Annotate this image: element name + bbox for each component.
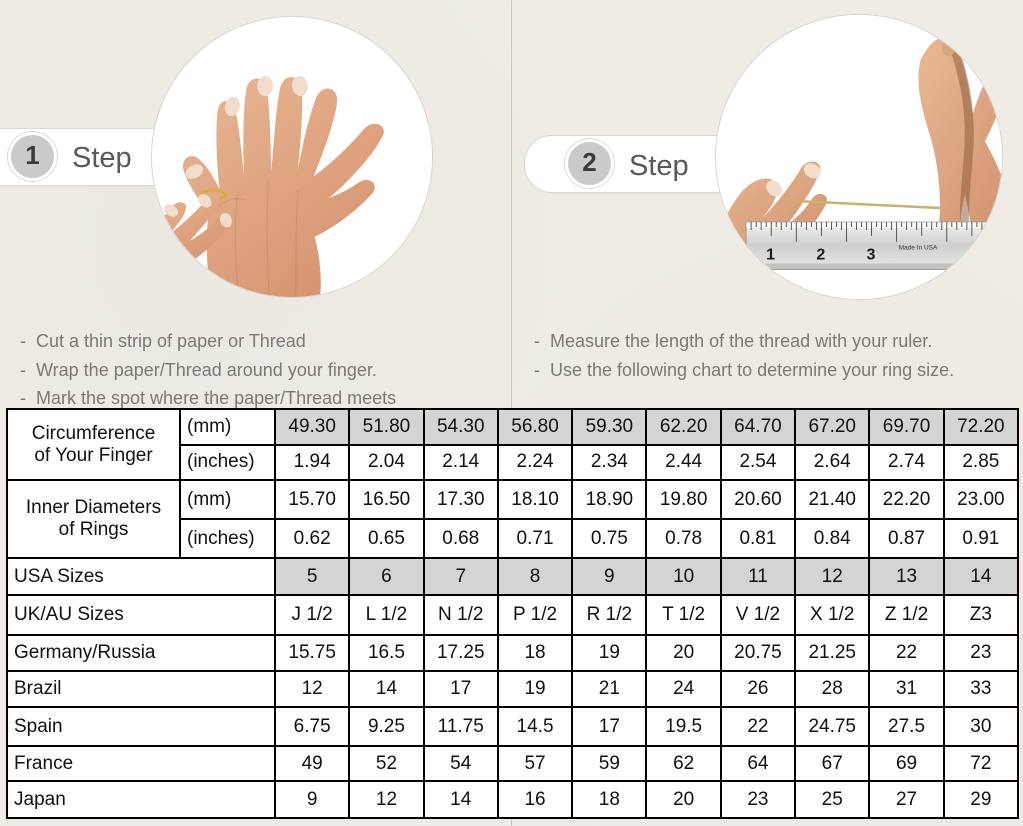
svg-text:3: 3 (867, 247, 876, 264)
svg-text:1: 1 (766, 247, 775, 264)
svg-text:2: 2 (816, 247, 825, 264)
svg-text:Made In USA: Made In USA (899, 245, 938, 252)
